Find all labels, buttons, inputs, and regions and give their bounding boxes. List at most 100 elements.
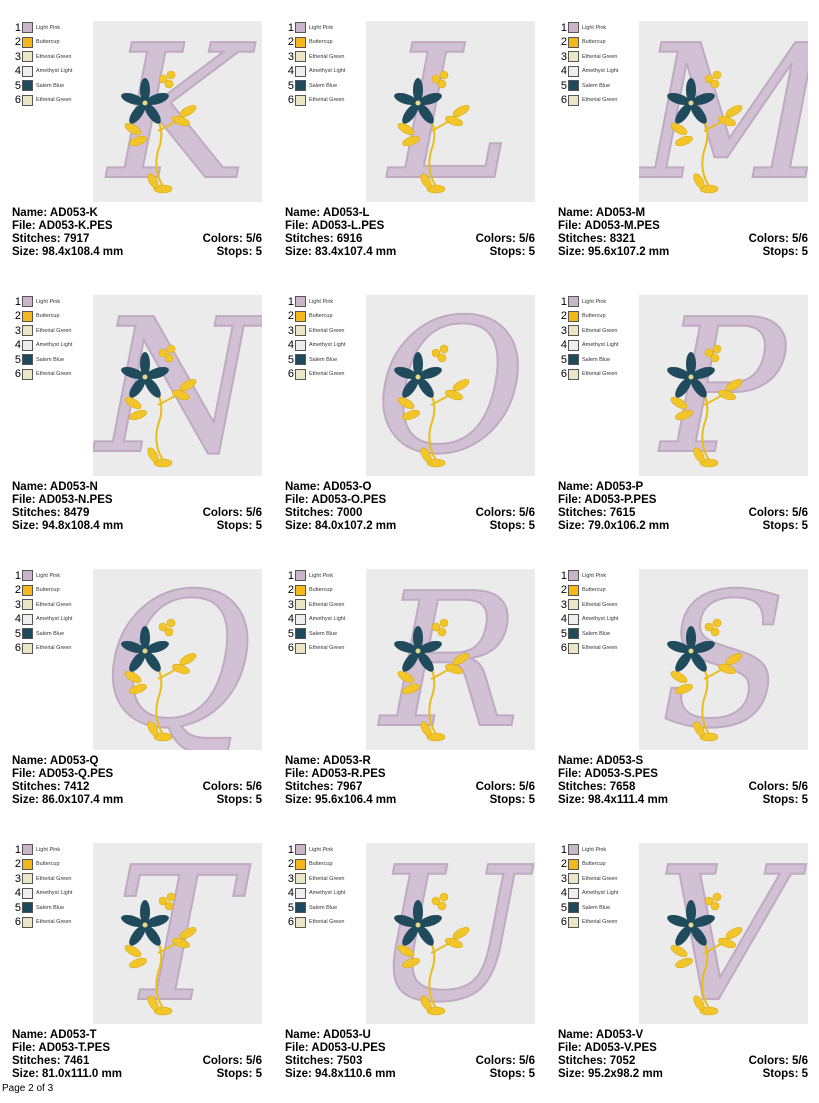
color-number: 5 — [560, 901, 567, 914]
design-preview[interactable]: Q — [93, 569, 262, 750]
color-number: 5 — [287, 79, 294, 92]
color-legend-item: 2 Buttercup — [285, 36, 333, 49]
color-number: 2 — [287, 310, 294, 322]
design-colors: Colors: 5/6 — [202, 507, 262, 519]
color-legend-item: 5 Salem Blue — [558, 353, 610, 366]
design-size: Size: 79.0x106.2 mm — [558, 520, 670, 532]
color-name: Etherial Green — [309, 53, 345, 60]
color-number: 1 — [287, 295, 294, 308]
color-name: Amethyst Light — [36, 616, 73, 622]
design-preview[interactable]: N — [93, 295, 262, 476]
color-number: 6 — [287, 94, 294, 106]
color-legend-item: 4 Amethyst Light — [558, 613, 619, 626]
color-name: Etherial Green — [582, 53, 618, 60]
design-preview[interactable]: V — [639, 843, 808, 1024]
design-card: 1 Light Pink 2 Buttercup 3 Etherial Gree… — [558, 843, 819, 1103]
color-swatch — [295, 887, 306, 899]
design-colors: Colors: 5/6 — [475, 233, 535, 245]
design-stops: Stops: 5 — [762, 1068, 808, 1080]
color-swatch — [295, 642, 306, 654]
design-file: File: AD053-O.PES — [285, 494, 387, 506]
color-swatch — [22, 325, 33, 336]
color-swatch — [295, 599, 306, 610]
design-file: File: AD053-Q.PES — [12, 768, 114, 780]
color-swatch — [295, 873, 306, 884]
design-stitches: Stitches: 8479 — [12, 507, 90, 519]
color-swatch — [568, 902, 579, 913]
design-preview[interactable]: S — [639, 569, 808, 750]
color-legend-item: 5 Salem Blue — [285, 79, 337, 92]
design-size: Size: 81.0x111.0 mm — [12, 1068, 122, 1080]
color-swatch — [22, 570, 33, 581]
flower-embroidery — [394, 892, 470, 1016]
color-name: Light Pink — [309, 572, 334, 579]
color-number: 1 — [287, 843, 294, 856]
color-swatch — [22, 310, 33, 322]
color-name: Amethyst Light — [582, 342, 619, 348]
color-name: Etherial Green — [309, 371, 345, 377]
color-number: 1 — [14, 295, 21, 308]
design-name: Name: AD053-U — [285, 1029, 371, 1041]
color-swatch — [22, 599, 33, 610]
color-legend-item: 5 Salem Blue — [285, 627, 337, 640]
color-number: 3 — [560, 598, 567, 611]
color-name: Etherial Green — [36, 645, 72, 651]
color-number: 1 — [560, 21, 567, 34]
design-preview[interactable]: M — [639, 21, 808, 202]
color-name: Etherial Green — [36, 97, 72, 103]
color-legend-item: 5 Salem Blue — [558, 627, 610, 640]
color-swatch — [568, 584, 579, 596]
color-legend-item: 2 Buttercup — [12, 584, 60, 597]
design-file: File: AD053-V.PES — [558, 1042, 657, 1054]
color-swatch — [295, 354, 306, 365]
design-stops: Stops: 5 — [216, 520, 262, 532]
design-stitches: Stitches: 6916 — [285, 233, 363, 245]
color-number: 4 — [560, 65, 567, 77]
color-legend-item: 4 Amethyst Light — [558, 339, 619, 352]
page-number: Page 2 of 3 — [2, 1083, 54, 1094]
color-name: Light Pink — [36, 24, 61, 31]
color-legend-item: 1 Light Pink — [558, 295, 606, 308]
color-legend-item: 6 Etherial Green — [12, 94, 72, 107]
color-legend-item: 1 Light Pink — [285, 21, 333, 34]
design-file: File: AD053-K.PES — [12, 220, 113, 232]
design-colors: Colors: 5/6 — [748, 507, 808, 519]
color-number: 3 — [287, 324, 294, 337]
design-colors: Colors: 5/6 — [202, 233, 262, 245]
design-preview[interactable]: T — [93, 843, 262, 1024]
color-swatch — [295, 325, 306, 336]
color-number: 2 — [287, 584, 294, 596]
color-name: Etherial Green — [582, 919, 618, 925]
color-number: 4 — [14, 65, 21, 77]
design-name: Name: AD053-K — [12, 207, 98, 219]
design-stops: Stops: 5 — [216, 1068, 262, 1080]
color-number: 2 — [560, 310, 567, 322]
color-legend-item: 6 Etherial Green — [558, 916, 618, 929]
color-legend-item: 4 Amethyst Light — [12, 613, 73, 626]
design-preview[interactable]: O — [366, 295, 535, 476]
design-preview[interactable]: P — [639, 295, 808, 476]
color-legend-item: 5 Salem Blue — [285, 901, 337, 914]
design-stitches: Stitches: 7917 — [12, 233, 90, 245]
design-preview[interactable]: R — [366, 569, 535, 750]
color-legend-item: 3 Etherial Green — [558, 872, 618, 885]
color-swatch — [295, 844, 306, 855]
color-swatch — [568, 339, 579, 351]
color-legend-item: 6 Etherial Green — [12, 368, 72, 381]
color-legend-item: 5 Salem Blue — [12, 353, 64, 366]
color-number: 3 — [287, 872, 294, 885]
color-swatch — [295, 80, 306, 91]
design-preview[interactable]: U — [366, 843, 535, 1024]
design-colors: Colors: 5/6 — [748, 1055, 808, 1067]
color-number: 4 — [287, 613, 294, 625]
color-number: 5 — [14, 627, 21, 640]
color-swatch — [295, 916, 306, 928]
color-number: 3 — [560, 324, 567, 337]
design-colors: Colors: 5/6 — [475, 507, 535, 519]
color-name: Amethyst Light — [36, 68, 73, 74]
color-legend-item: 1 Light Pink — [558, 843, 606, 856]
color-swatch — [22, 844, 33, 855]
design-preview[interactable]: L — [366, 21, 535, 202]
design-preview[interactable]: K — [93, 21, 262, 202]
color-legend-item: 1 Light Pink — [285, 569, 333, 582]
